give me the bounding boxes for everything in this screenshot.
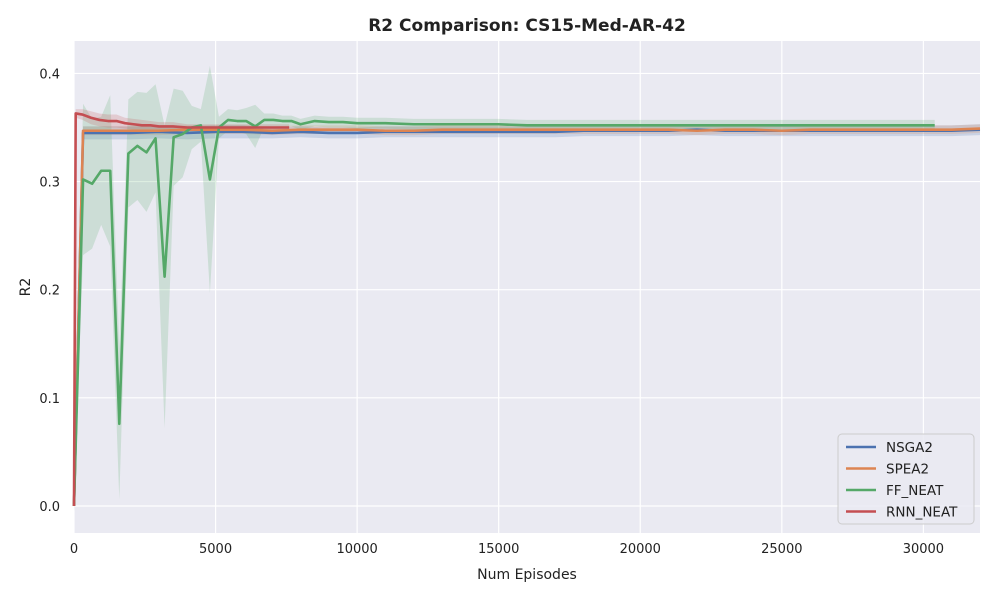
legend-label: RNN_NEAT [886, 505, 958, 521]
legend-box [837, 433, 975, 525]
y-tick-label: 0.4 [39, 67, 60, 82]
legend-item: NSGA2 [846, 440, 933, 456]
x-tick-label: 10000 [336, 542, 377, 557]
y-tick-label: 0.2 [39, 284, 60, 299]
band-ff-neat [74, 65, 935, 506]
line-rnn-neat [72, 112, 290, 506]
x-tick-label: 15000 [478, 542, 519, 557]
legend-label: SPEA2 [886, 462, 929, 478]
y-axis-label: R2 [18, 278, 34, 297]
legend-item: RNN_NEAT [846, 505, 958, 521]
legend-label: FF_NEAT [886, 483, 944, 499]
line-ff-neat [72, 118, 935, 507]
x-tick-label: 0 [70, 542, 78, 557]
x-tick-label: 25000 [761, 542, 802, 557]
series-lines [72, 112, 981, 507]
y-tick-label: 0.3 [39, 176, 60, 191]
y-tick-label: 0.0 [39, 500, 60, 515]
legend-item: SPEA2 [846, 462, 929, 478]
x-tick-label: 5000 [199, 542, 232, 557]
legend-label: NSGA2 [886, 440, 933, 456]
legend: NSGA2 SPEA2 FF_NEAT RNN_NEAT [837, 433, 975, 525]
chart-title: R2 Comparison: CS15-Med-AR-42 [368, 16, 686, 36]
x-tick-label: 20000 [620, 542, 661, 557]
x-tick-label: 30000 [903, 542, 944, 557]
confidence-bands [74, 65, 980, 513]
legend-item: FF_NEAT [846, 483, 944, 499]
y-tick-label: 0.1 [39, 392, 60, 407]
x-axis-ticks: 0 5000 10000 15000 20000 25000 30000 [70, 542, 944, 557]
x-axis-label: Num Episodes [477, 567, 577, 583]
y-axis-ticks: 0.0 0.1 0.2 0.3 0.4 [39, 67, 60, 515]
